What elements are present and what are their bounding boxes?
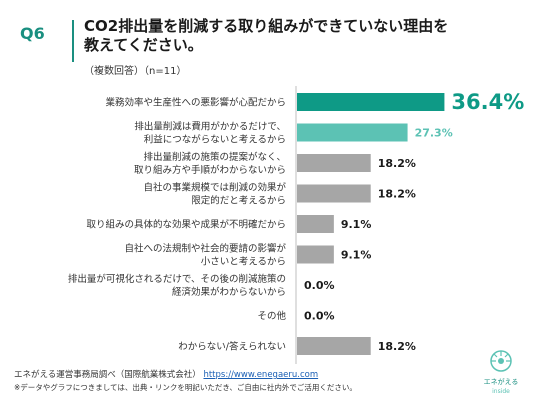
category-label: 利益につながらないと考えるから <box>144 134 286 146</box>
value-label: 18.2% <box>378 157 416 170</box>
value-label: 9.1% <box>341 218 372 231</box>
category-label: 小さいと考えるから <box>201 257 286 268</box>
question-title-line-1: CO2排出量を削減する取り組みができていない理由を <box>84 17 449 35</box>
bar-chart: 業務効率や生産性への悪影響が心配だから 36.4% 排出量削減は費用がかかるだけで、… <box>68 86 524 364</box>
category-label: 業務効率や生産性への悪影響が心配だから <box>105 97 286 109</box>
value-label: 9.1% <box>341 249 372 262</box>
logo-subtext: inside <box>492 388 510 395</box>
title-divider <box>72 20 74 62</box>
logo-text: エネがえる <box>484 377 519 386</box>
value-label: 36.4% <box>451 90 524 114</box>
category-label: 自社の事業規模では削減の効果が <box>143 182 286 194</box>
bar <box>297 154 371 172</box>
value-label: 0.0% <box>304 310 335 323</box>
category-label: 排出量削減の施策の提案がなく、 <box>143 151 286 163</box>
bar <box>297 123 408 142</box>
value-label: 18.2% <box>378 188 416 201</box>
category-label: その他 <box>257 310 286 322</box>
question-title: CO2排出量を削減する取り組みができていない理由を 教えてください。 <box>84 17 504 55</box>
source-text: エネがえる運営事務局調べ（国際航業株式会社） <box>14 370 201 380</box>
respondent-note: （複数回答）（n=11） <box>84 66 187 77</box>
source-credit: エネがえる運営事務局調べ（国際航業株式会社） https://www.enega… <box>14 368 318 380</box>
category-label: 排出量削減は費用がかかるだけで、 <box>134 121 286 133</box>
usage-disclaimer: ※データやグラフにつきましては、出典・リンクを明記いただき、ご自由に社内外でご活… <box>14 383 357 392</box>
category-label: 自社への法規制や社会的要請の影響が <box>124 243 286 255</box>
category-label: 経済効果がわからないから <box>172 286 286 298</box>
question-number: Q6 <box>20 24 45 43</box>
source-link[interactable]: https://www.enegaeru.com <box>203 370 319 380</box>
value-label: 0.0% <box>304 279 335 292</box>
category-label: 取り組み方や手順がわからないから <box>134 164 286 176</box>
category-label: わからない/答えられない <box>178 341 286 353</box>
bar <box>297 215 334 233</box>
category-label: 排出量が可視化されるだけで、その後の削減施策の <box>68 273 286 285</box>
bar <box>297 245 334 264</box>
category-label: 限定的だと考えるから <box>191 195 286 207</box>
enegaeru-logo: エネがえる inside <box>484 350 519 395</box>
bar <box>297 93 445 111</box>
question-title-line-2: 教えてください。 <box>84 36 203 54</box>
category-label: 取り組みの具体的な効果や成果が不明確だから <box>86 219 286 231</box>
bar <box>297 184 371 203</box>
value-label: 18.2% <box>378 340 416 353</box>
bar <box>297 337 371 355</box>
value-label: 27.3% <box>415 127 453 140</box>
